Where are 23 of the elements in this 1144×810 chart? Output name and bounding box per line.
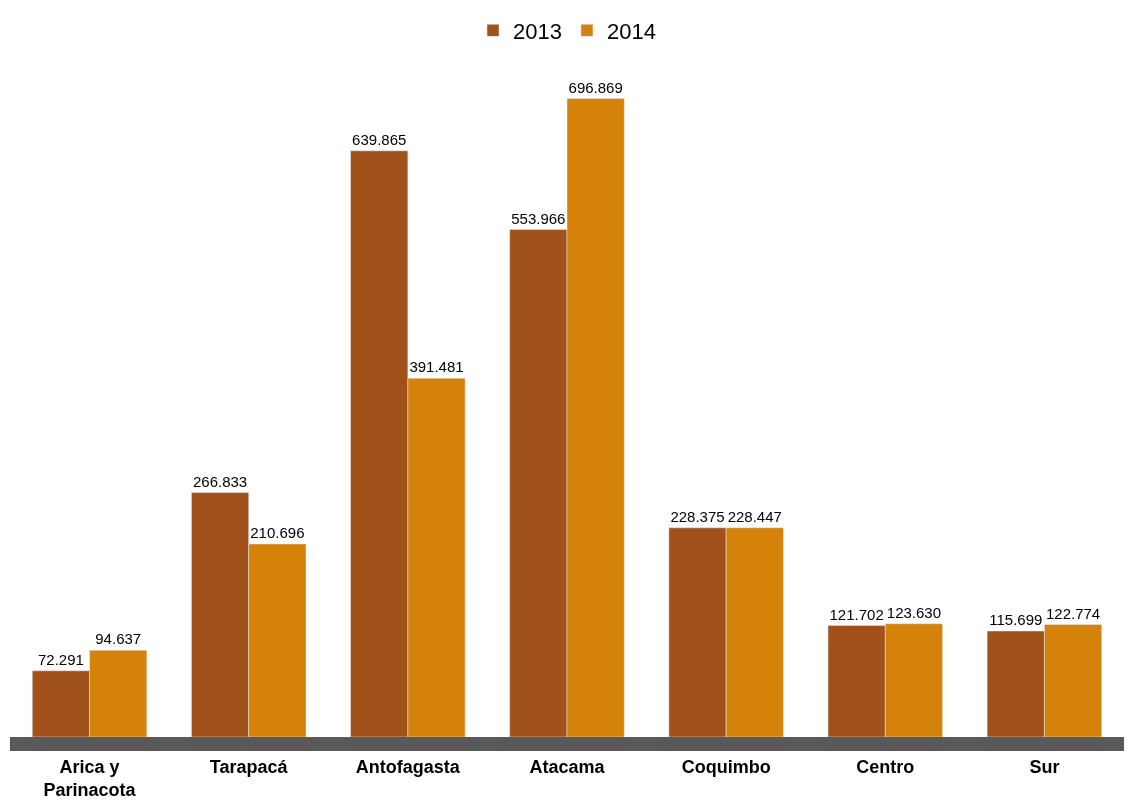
x-tick-label: Atacama xyxy=(529,756,606,777)
x-tick-label: Antofagasta xyxy=(355,756,461,777)
data-label: 228.375 xyxy=(670,507,725,525)
data-label: 228.447 xyxy=(727,507,782,525)
legend-label: 2013 xyxy=(513,18,562,44)
data-label: 121.702 xyxy=(829,605,884,623)
data-label: 72.291 xyxy=(37,650,84,668)
data-label: 94.637 xyxy=(95,630,142,648)
data-label: 266.833 xyxy=(192,472,248,490)
data-label: 115.699 xyxy=(989,611,1043,629)
x-tick-label: Sur xyxy=(1029,756,1060,777)
data-label: 122.774 xyxy=(1045,604,1101,622)
x-tick-label: Arica y Parinacota xyxy=(43,756,137,800)
x-tick-label: Centro xyxy=(856,756,915,777)
data-label: 696.869 xyxy=(568,78,623,96)
data-label: 391.481 xyxy=(409,358,464,376)
x-tick-label: Tarapacá xyxy=(209,756,289,777)
legend-label: 2014 xyxy=(606,18,656,44)
x-tick-label: Coquimbo xyxy=(681,756,771,777)
data-label: 639.865 xyxy=(352,130,407,148)
data-label: 210.696 xyxy=(250,523,305,541)
data-label: 123.630 xyxy=(886,603,942,621)
data-label: 553.966 xyxy=(511,209,566,227)
